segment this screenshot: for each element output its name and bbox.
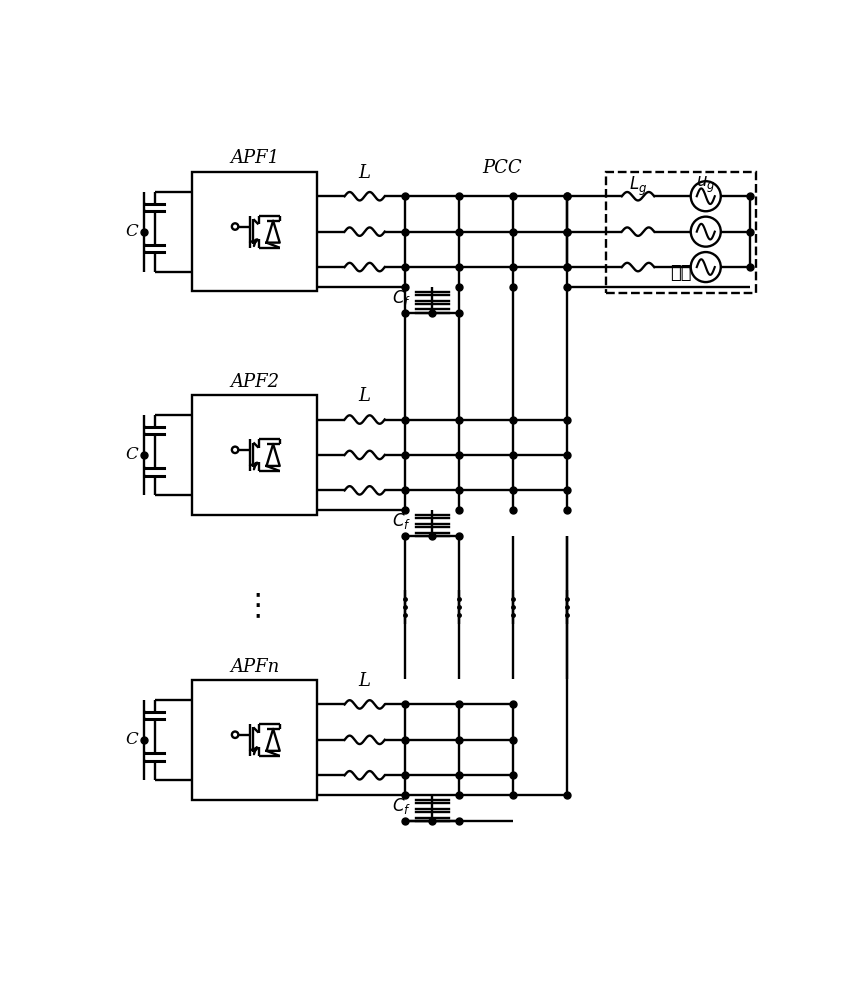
Text: $u_g$: $u_g$: [696, 175, 716, 195]
Text: C: C: [126, 223, 139, 240]
Polygon shape: [267, 729, 280, 751]
Text: C: C: [126, 731, 139, 748]
Text: APFn: APFn: [230, 658, 280, 676]
Circle shape: [232, 732, 239, 738]
Text: 电网: 电网: [670, 264, 692, 282]
Text: $C_f$: $C_f$: [392, 796, 411, 816]
Circle shape: [232, 447, 239, 453]
Text: PCC: PCC: [482, 159, 522, 177]
Text: L: L: [358, 164, 371, 182]
Polygon shape: [267, 444, 280, 466]
FancyBboxPatch shape: [192, 680, 317, 800]
Text: L: L: [358, 387, 371, 405]
Circle shape: [232, 223, 239, 230]
Text: $C_f$: $C_f$: [392, 288, 411, 308]
Text: $\vdots$: $\vdots$: [242, 592, 261, 623]
Text: APF2: APF2: [230, 373, 279, 391]
Text: C: C: [126, 446, 139, 463]
Text: $C_f$: $C_f$: [392, 511, 411, 531]
FancyBboxPatch shape: [192, 172, 317, 291]
Polygon shape: [267, 221, 280, 243]
Text: $L_g$: $L_g$: [629, 175, 647, 198]
Text: L: L: [358, 672, 371, 690]
Text: APF1: APF1: [230, 149, 279, 167]
FancyBboxPatch shape: [192, 395, 317, 515]
FancyBboxPatch shape: [605, 172, 756, 293]
